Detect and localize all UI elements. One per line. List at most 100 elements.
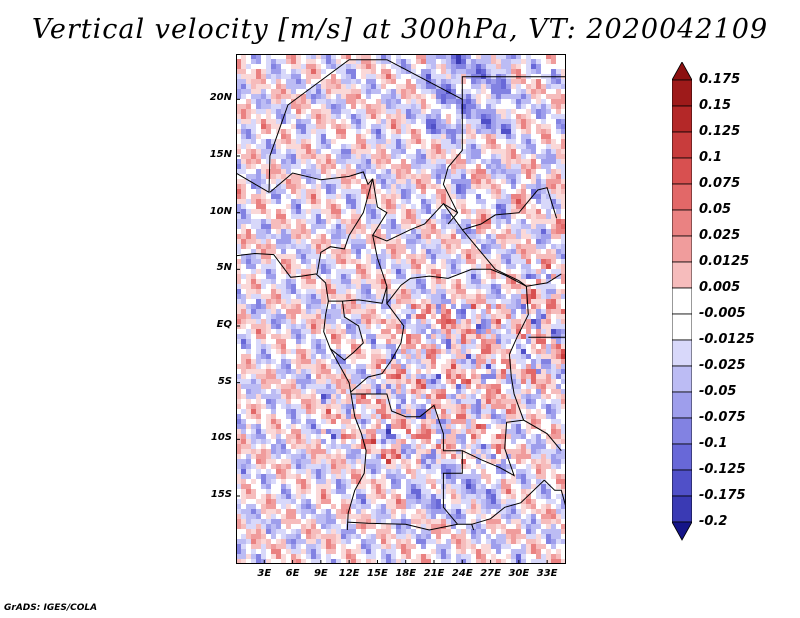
field-cell (241, 384, 247, 390)
field-cell (241, 299, 247, 305)
field-cell (256, 89, 262, 95)
field-cell (386, 389, 392, 395)
field-cell (461, 209, 467, 215)
field-cell (251, 179, 257, 185)
field-cell (281, 109, 287, 115)
field-cell (481, 99, 487, 105)
field-cell (396, 114, 402, 120)
field-cell (291, 64, 297, 70)
field-cell (381, 269, 387, 275)
field-cell (401, 269, 407, 275)
field-cell (326, 219, 332, 225)
field-cell (271, 199, 277, 205)
field-cell (311, 99, 317, 105)
field-cell (426, 89, 432, 95)
field-cell (241, 319, 247, 325)
field-cell (276, 329, 282, 335)
field-cell (256, 259, 262, 265)
field-cell (521, 194, 527, 200)
field-cell (386, 279, 392, 285)
field-cell (271, 389, 277, 395)
field-cell (261, 124, 267, 130)
field-cell (331, 189, 337, 195)
field-cell (301, 389, 307, 395)
field-cell (316, 114, 322, 120)
field-cell (351, 229, 357, 235)
field-cell (236, 224, 242, 230)
field-cell (321, 429, 327, 435)
field-cell (236, 404, 242, 410)
field-cell (281, 89, 287, 95)
field-cell (361, 219, 367, 225)
field-cell (301, 384, 307, 390)
field-cell (531, 244, 537, 250)
field-cell (541, 109, 547, 115)
field-cell (396, 119, 402, 125)
field-cell (296, 199, 302, 205)
field-cell (296, 374, 302, 380)
field-cell (326, 309, 332, 315)
field-cell (391, 379, 397, 385)
field-cell (256, 334, 262, 340)
field-cell (321, 264, 327, 270)
field-cell (376, 264, 382, 270)
field-cell (536, 129, 542, 135)
field-cell (366, 134, 372, 140)
field-cell (371, 84, 377, 90)
field-cell (236, 264, 242, 270)
field-cell (496, 389, 502, 395)
field-cell (471, 414, 477, 420)
field-cell (311, 404, 317, 410)
field-cell (386, 249, 392, 255)
field-cell (246, 204, 252, 210)
field-cell (261, 419, 267, 425)
field-cell (291, 209, 297, 215)
field-cell (361, 329, 367, 335)
field-cell (336, 239, 342, 245)
field-cell (346, 134, 352, 140)
field-cell (501, 399, 507, 405)
field-cell (361, 119, 367, 125)
field-cell (306, 264, 312, 270)
field-cell (336, 114, 342, 120)
field-cell (386, 354, 392, 360)
field-cell (466, 424, 472, 430)
field-cell (361, 394, 367, 400)
field-cell (246, 264, 252, 270)
field-cell (541, 249, 547, 255)
field-cell (541, 259, 547, 265)
field-cell (471, 89, 477, 95)
field-cell (336, 189, 342, 195)
field-cell (466, 219, 472, 225)
field-cell (286, 249, 292, 255)
field-cell (291, 329, 297, 335)
field-cell (531, 274, 537, 280)
field-cell (526, 209, 532, 215)
field-cell (516, 209, 522, 215)
field-cell (291, 229, 297, 235)
field-cell (501, 294, 507, 300)
field-cell (276, 244, 282, 250)
field-cell (426, 264, 432, 270)
field-cell (481, 219, 487, 225)
field-cell (451, 114, 457, 120)
field-cell (261, 274, 267, 280)
field-cell (276, 124, 282, 130)
field-cell (406, 134, 412, 140)
field-cell (456, 279, 462, 285)
field-cell (506, 79, 512, 85)
field-cell (486, 79, 492, 85)
field-cell (536, 364, 542, 370)
field-cell (306, 94, 312, 100)
field-cell (486, 194, 492, 200)
field-cell (371, 79, 377, 85)
field-cell (356, 119, 362, 125)
field-cell (556, 109, 562, 115)
field-cell (501, 159, 507, 165)
field-cell (561, 284, 566, 290)
field-cell (281, 164, 287, 170)
field-cell (361, 264, 367, 270)
field-cell (506, 259, 512, 265)
field-cell (316, 64, 322, 70)
field-cell (446, 154, 452, 160)
